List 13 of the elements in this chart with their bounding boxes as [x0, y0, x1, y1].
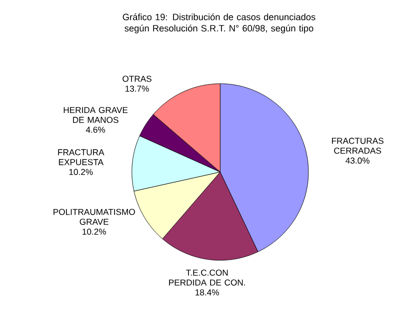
data-label: 4.6% [86, 126, 106, 133]
data-label: 18.4% [196, 289, 219, 296]
data-label: 43.0% [346, 158, 370, 164]
slice-label: FRACTURAS CERRADAS [332, 138, 384, 154]
data-label: 10.2% [82, 228, 106, 235]
data-label: 13.7% [125, 86, 149, 92]
data-label: 10.2% [69, 169, 93, 176]
slice-label: FRACTURA EXPUESTA [58, 149, 104, 166]
chart-title: Gráfico 19: Distribución de casos denunciados según Resolución S.R.T. N° 60/98, según tipo [122, 14, 316, 34]
slice-label: HERIDA GRAVE DE MANOS [64, 107, 128, 124]
slice-label: OTRAS [122, 76, 152, 82]
slice-label: T.E.C.CON PERDIDA DE CON. [169, 270, 245, 286]
slice-label: POLITRAUMATISMO GRAVE [54, 208, 135, 225]
